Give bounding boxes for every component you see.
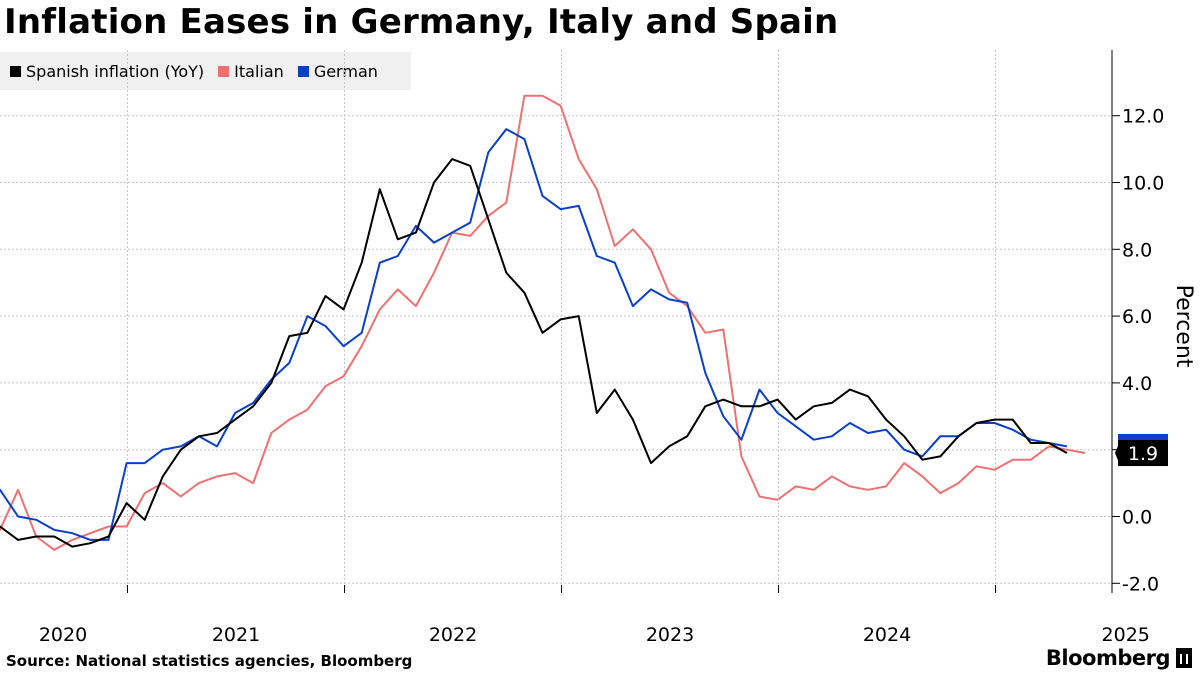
series-line-italian — [0, 94, 1086, 551]
brand-name: Bloomberg — [1045, 646, 1171, 670]
series-line-german — [0, 128, 1068, 541]
x-tick-label: 2020 — [39, 624, 87, 646]
x-tick-label: 2023 — [646, 624, 694, 646]
y-tick-label: -2.0 — [1122, 573, 1159, 595]
y-tick-label: 6.0 — [1122, 306, 1152, 328]
legend-swatch-german — [297, 65, 309, 77]
x-tick-label: 2022 — [429, 624, 477, 646]
gridlines — [0, 50, 1112, 593]
x-tick-label: 2021 — [212, 624, 260, 646]
y-tick-label: 0.0 — [1122, 507, 1152, 529]
series-line-spanish — [0, 158, 1068, 548]
legend-item-german[interactable]: German — [297, 61, 378, 81]
y-axis: -2.00.02.04.06.08.010.012.0 — [1111, 50, 1164, 595]
last-value-marker: 1.9 — [1115, 434, 1168, 467]
legend-label-spanish: Spanish inflation (YoY) — [26, 61, 205, 81]
last-value-box — [1118, 440, 1168, 467]
legend-label-german: German — [313, 61, 378, 81]
chart-title: Inflation Eases in Germany, Italy and Sp… — [4, 2, 839, 42]
y-tick-label: 4.0 — [1122, 373, 1152, 395]
y-tick-label: 8.0 — [1122, 239, 1152, 261]
legend-item-italian[interactable]: Italian — [218, 62, 284, 81]
legend: Spanish inflation (YoY) Italian German — [0, 52, 411, 90]
y-tick-label: 10.0 — [1122, 173, 1164, 195]
x-axis: 2020 2021 2022 2023 2024 2025 — [39, 585, 1150, 646]
y-tick-label: 12.0 — [1122, 106, 1164, 128]
series-lines — [0, 94, 1086, 551]
bloomberg-icon — [1176, 648, 1192, 668]
last-value-german-flag — [1118, 434, 1168, 443]
x-tick-label: 2024 — [863, 624, 911, 646]
last-value-label: 1.9 — [1128, 443, 1158, 465]
legend-label-italian: Italian — [234, 61, 284, 81]
legend-swatch-spanish — [10, 65, 21, 77]
bloomberg-logo: Bloomberg — [1046, 646, 1192, 670]
x-tick-label: 2025 — [1102, 624, 1150, 646]
legend-item-spanish[interactable]: Spanish inflation (YoY) — [10, 62, 204, 81]
legend-swatch-italian — [218, 65, 230, 77]
source-note: Source: National statistics agencies, Bl… — [6, 652, 413, 670]
y-axis-label: Percent — [1171, 285, 1196, 368]
